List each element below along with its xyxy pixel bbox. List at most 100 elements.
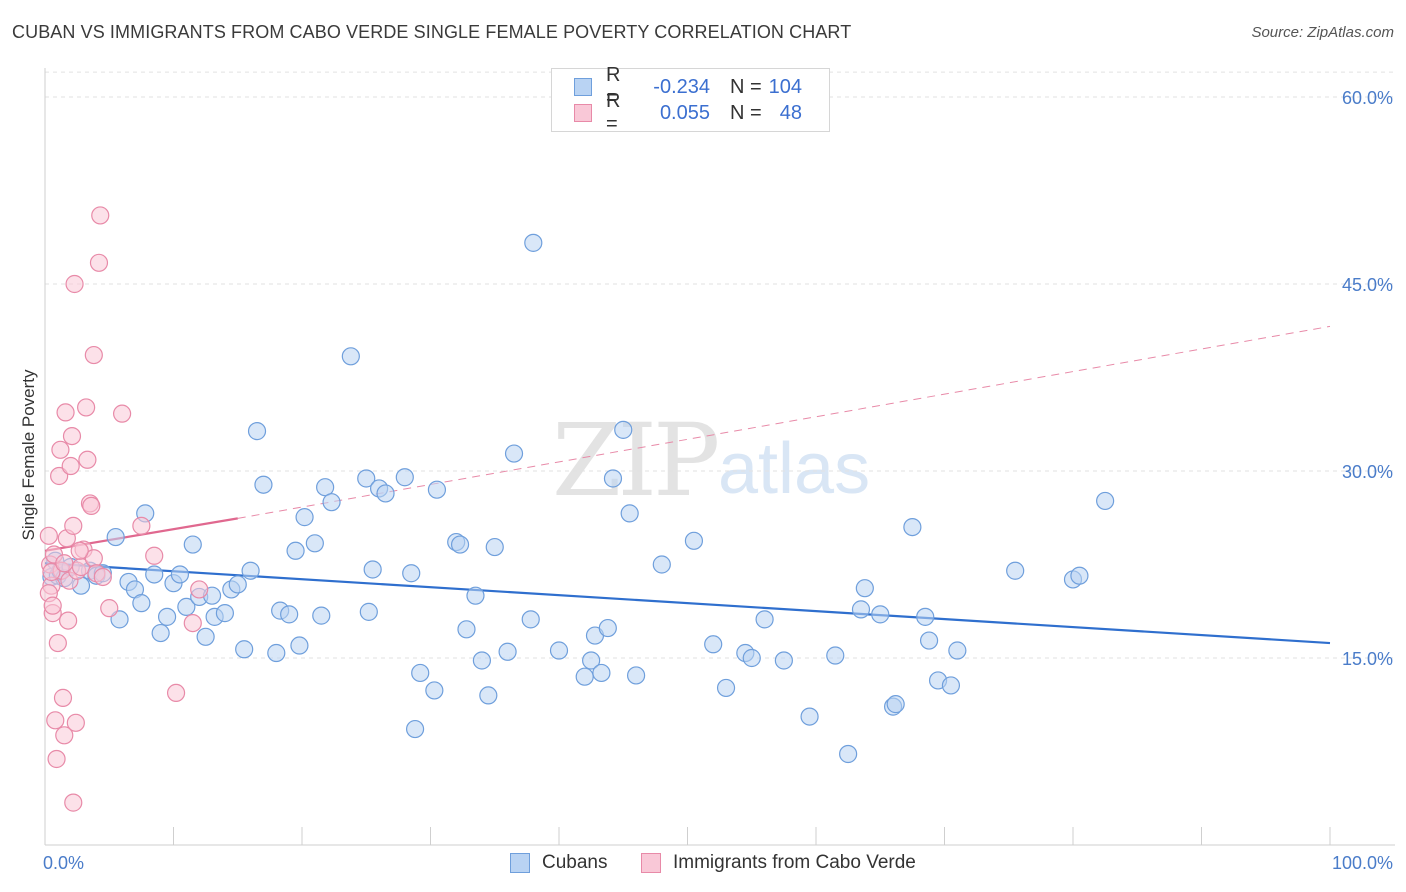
axes [44,68,1395,846]
data-point-cubans [305,534,324,553]
data-point-cubans [280,605,299,624]
legend-n-value: 48 [779,101,802,124]
data-point-cabo-verde [132,516,151,535]
data-point-cabo-verde [62,426,82,446]
data-point-cubans [948,641,967,660]
x-tick-label-max: 100.0% [1332,853,1393,873]
y-tick-label: 60.0% [1342,88,1393,108]
source-credit: Source: ZipAtlas.com [1251,24,1394,41]
data-point-cubans [1006,561,1025,580]
data-point-cabo-verde [50,466,69,486]
bottom-legend-cubans: Cubans [510,852,608,874]
x-tick-label-min: 0.0% [43,853,84,873]
data-point-cubans [170,565,190,584]
data-point-cubans [903,517,922,537]
data-point-cabo-verde [56,403,75,422]
data-point-cubans [316,478,335,497]
legend-r-label: R = [606,64,621,109]
data-point-cubans [312,606,331,625]
data-point-cabo-verde [93,567,112,587]
data-point-cabo-verde [39,526,58,545]
tick-labels: 15.0% 30.0% 45.0% 60.0% 0.0% 100.0% [43,88,1393,873]
legend-swatch-cabo-verde [574,104,592,122]
data-point-cubans [504,444,524,463]
data-point-cubans [592,663,611,683]
data-point-cubans [376,484,395,503]
data-point-cubans [839,744,858,764]
data-point-cabo-verde [183,613,202,633]
data-point-cubans [110,610,129,629]
data-point-cabo-verde [59,611,78,630]
y-tick-label: 15.0% [1342,649,1393,669]
data-point-cubans [286,541,305,560]
data-point-cubans [359,602,378,621]
data-point-cubans [479,686,498,705]
data-point-cubans [582,651,601,670]
data-point-cabo-verde [82,496,101,516]
correlation-legend: R = -0.234 N = 104 R = 0.055 N = 48 [551,64,830,135]
data-point-cubans [450,535,470,554]
data-point-cubans [395,468,414,487]
data-point-cubans [1070,566,1089,585]
data-point-cabo-verde [48,633,67,653]
bottom-legend-label: Immigrants from Cabo Verde [673,852,916,873]
data-point-cabo-verde [42,562,61,582]
data-point-cubans [742,648,761,668]
data-point-cabo-verde [61,456,80,476]
data-point-cabo-verde [46,711,65,730]
y-tick-label: 45.0% [1342,275,1393,295]
data-point-cubans [684,531,704,550]
data-point-cubans [524,233,543,252]
data-point-cubans [886,695,905,714]
data-point-cabo-verde [64,793,83,812]
bottom-legend-label: Cubans [542,852,608,873]
data-point-cubans [106,527,125,547]
data-point-cabo-verde [66,713,85,732]
data-point-cubans [851,600,871,619]
data-point-cubans [295,508,314,527]
data-point-cubans [235,640,254,659]
data-point-cubans [704,635,723,654]
data-point-cabo-verde [43,596,62,615]
data-point-cubans [916,607,935,626]
y-tick-label: 30.0% [1342,462,1393,482]
data-point-cubans [871,605,890,624]
data-point-cubans [425,681,444,700]
legend-row-cubans: R = -0.234 N = 104 [574,64,802,109]
data-point-cubans [774,651,793,670]
data-point-cabo-verde [112,404,132,423]
data-point-cubans [614,420,633,439]
data-point-cubans [183,535,202,554]
data-point-cubans [1096,491,1115,511]
trend-line-0 [44,562,1331,645]
data-point-cubans [145,565,164,584]
legend-r-value: 0.055 [659,101,710,124]
data-point-cubans [363,560,382,579]
data-point-cubans [472,651,491,670]
legend-n-value: 104 [768,75,802,98]
bottom-legend-swatch-cabo-verde [641,853,661,873]
data-point-cabo-verde [64,516,83,535]
data-point-cubans [855,579,874,598]
data-point-cubans [800,707,819,726]
data-point-cubans [598,618,617,638]
data-point-cubans [485,537,504,557]
data-point-cabo-verde [100,599,119,618]
data-point-cubans [151,623,170,643]
data-point-cubans [919,631,939,650]
data-points [39,206,1115,812]
watermark-zip: ZIP [552,402,720,519]
data-point-cubans [549,641,569,660]
data-point-cubans [402,564,421,583]
data-point-cubans [603,469,623,488]
data-point-cabo-verde [166,683,186,703]
data-point-cabo-verde [145,546,164,565]
data-point-cubans [132,594,151,613]
data-point-cubans [941,676,961,695]
legend-r-label: R = [606,90,621,135]
data-point-cubans [620,504,639,523]
legend-r-value: -0.234 [653,75,710,98]
data-point-cubans [215,604,234,623]
data-point-cubans [755,610,774,629]
